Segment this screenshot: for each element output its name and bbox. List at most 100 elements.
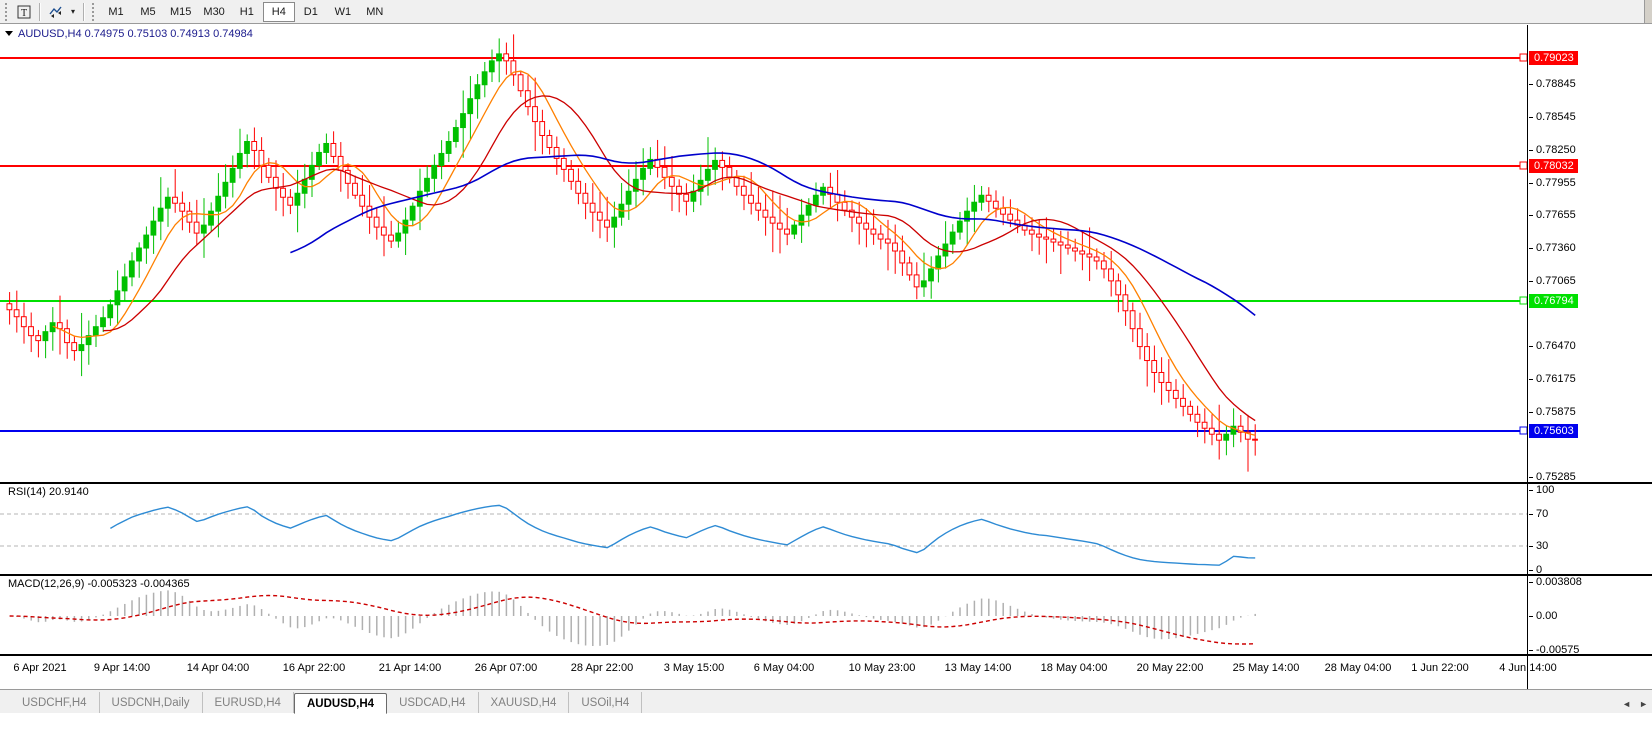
macd-panel[interactable]: MACD(12,26,9) -0.005323 -0.004365 0.0038… <box>0 575 1652 655</box>
symbol-tab-usoil[interactable]: USOil,H4 <box>569 692 643 713</box>
candle <box>481 61 488 98</box>
collapse-arrow-icon[interactable] <box>5 31 13 36</box>
candle <box>1252 424 1258 456</box>
candle <box>215 173 222 238</box>
time-axis-panel[interactable]: 6 Apr 2021 9 Apr 14:00 14 Apr 04:00 16 Apr … <box>0 655 1652 690</box>
candle <box>64 319 70 359</box>
timeframe-h4[interactable]: H4 <box>262 1 295 22</box>
macd-plot[interactable] <box>0 576 1528 654</box>
timeframe-d1[interactable]: D1 <box>303 5 318 18</box>
timeframe-m5[interactable]: M5 <box>140 5 156 18</box>
text-tool-button[interactable]: T <box>13 2 35 22</box>
timeframe-grip[interactable] <box>92 2 97 21</box>
candle <box>42 325 49 359</box>
candle <box>848 200 855 233</box>
symbol-tab-audusd[interactable]: AUDUSD,H4 <box>293 693 388 714</box>
candle <box>1187 400 1194 422</box>
macd-scale[interactable]: 0.003808 0.00 -0.00575 <box>1529 576 1652 654</box>
candle <box>100 306 106 333</box>
timeframe-m15[interactable]: M15 <box>170 5 192 18</box>
level-anchor-handle[interactable] <box>1519 426 1527 435</box>
rsi-scale[interactable]: 100 70 30 0 <box>1529 484 1652 574</box>
candle <box>474 74 481 119</box>
chart-area[interactable]: AUDUSD,H4 0.74975 0.75103 0.74913 0.7498… <box>0 24 1652 690</box>
price-level-badge[interactable]: 0.78032 <box>1529 159 1578 173</box>
time-label: 13 May 14:00 <box>944 662 1012 674</box>
level-anchor-handle[interactable] <box>1519 53 1527 62</box>
price-level-badge[interactable]: 0.76794 <box>1529 294 1578 308</box>
time-label: 21 Apr 14:00 <box>378 662 442 674</box>
candle <box>661 146 668 190</box>
price-level-badge[interactable]: 0.75603 <box>1529 424 1578 438</box>
candle <box>244 134 250 168</box>
price-panel[interactable]: AUDUSD,H4 0.74975 0.75103 0.74913 0.7498… <box>0 25 1652 483</box>
objects-tool-button[interactable] <box>45 2 67 22</box>
candle <box>272 160 279 211</box>
price-tick: 0.77065 <box>1529 275 1576 287</box>
time-label: 25 May 14:00 <box>1232 662 1300 674</box>
timeframe-mn[interactable]: MN <box>366 5 384 18</box>
candle <box>791 221 798 240</box>
tab-scroll-right-icon[interactable]: ► <box>1639 699 1648 709</box>
symbol-tab-usdcad[interactable]: USDCAD,H4 <box>387 692 479 713</box>
candle <box>49 307 56 351</box>
price-scale[interactable]: 0.78845 0.78545 0.78250 0.77955 0.77655 0.773… <box>1529 25 1652 482</box>
candle <box>971 184 978 232</box>
candle <box>762 193 769 236</box>
candle <box>424 165 430 198</box>
macd-tick: 0.003808 <box>1529 576 1582 588</box>
time-axis[interactable]: 6 Apr 2021 9 Apr 14:00 14 Apr 04:00 16 Apr … <box>0 656 1557 690</box>
candle <box>668 156 675 212</box>
candle <box>1216 404 1222 460</box>
level-anchor-handle[interactable] <box>1519 296 1527 305</box>
candle <box>1115 273 1122 313</box>
candle <box>517 71 524 97</box>
symbol-tab-xauusd[interactable]: XAUUSD,H4 <box>479 692 570 713</box>
toolbar-grip[interactable] <box>5 2 10 21</box>
rsi-tick: 30 <box>1529 540 1548 552</box>
rsi-plot[interactable] <box>0 484 1528 574</box>
candle <box>56 295 63 355</box>
timeframe-m1[interactable]: M1 <box>108 5 124 18</box>
time-label: 20 May 22:00 <box>1136 662 1204 674</box>
candle <box>748 172 754 215</box>
macd-label: MACD(12,26,9) -0.005323 -0.004365 <box>6 578 192 590</box>
candle <box>1237 415 1244 443</box>
candle <box>316 143 322 170</box>
candle <box>395 220 402 248</box>
candle <box>388 220 394 249</box>
tab-scroll-left-icon[interactable]: ◄ <box>1622 699 1632 709</box>
candle <box>920 252 927 297</box>
symbol-tab-eurusd[interactable]: EURUSD,H4 <box>203 692 294 713</box>
candle <box>128 252 135 287</box>
timeframe-w1[interactable]: W1 <box>334 5 352 18</box>
candle <box>949 224 956 254</box>
symbol-tab-usdcnh[interactable]: USDCNH,Daily <box>100 692 203 713</box>
candle <box>784 207 790 246</box>
candle <box>1223 425 1230 456</box>
rsi-panel[interactable]: RSI(14) 20.9140 100 70 30 0 <box>0 483 1652 575</box>
macd-tick: -0.00575 <box>1529 644 1579 654</box>
candle <box>1100 252 1107 279</box>
objects-dropdown-caret[interactable]: ▾ <box>70 7 75 16</box>
symbol-tab-usdchf[interactable]: USDCHF,H4 <box>10 692 100 713</box>
price-tick: 0.76175 <box>1529 373 1576 385</box>
timeframe-m30[interactable]: M30 <box>203 5 225 18</box>
candle <box>1108 250 1114 297</box>
candle <box>460 90 466 158</box>
candle <box>200 198 207 258</box>
level-anchor-handle[interactable] <box>1519 161 1527 170</box>
candle <box>654 139 661 178</box>
candle <box>294 169 301 233</box>
candle <box>596 191 603 239</box>
candle <box>676 179 682 213</box>
candle <box>164 187 171 227</box>
candle <box>92 314 99 347</box>
time-label: 9 Apr 14:00 <box>93 662 151 674</box>
price-plot[interactable] <box>0 25 1528 482</box>
candle <box>229 155 236 198</box>
price-level-badge[interactable]: 0.79023 <box>1529 51 1578 65</box>
rsi-tick: 100 <box>1529 484 1554 496</box>
candle <box>416 168 423 231</box>
timeframe-h1[interactable]: H1 <box>239 5 254 18</box>
